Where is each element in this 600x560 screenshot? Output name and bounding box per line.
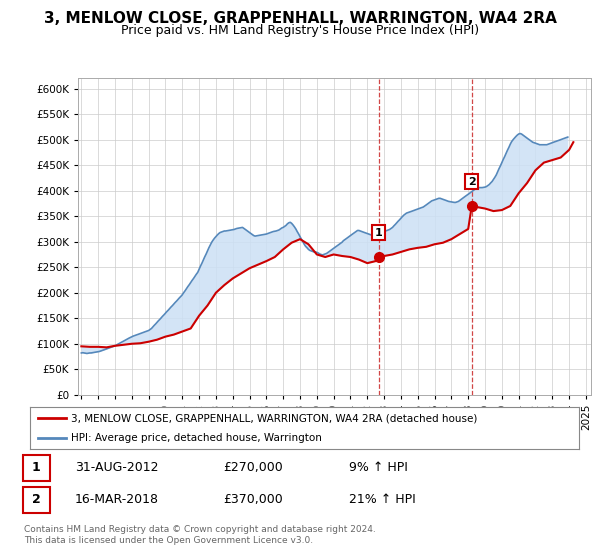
Text: 1: 1 bbox=[374, 227, 382, 237]
Text: 3, MENLOW CLOSE, GRAPPENHALL, WARRINGTON, WA4 2RA: 3, MENLOW CLOSE, GRAPPENHALL, WARRINGTON… bbox=[44, 11, 556, 26]
Text: HPI: Average price, detached house, Warrington: HPI: Average price, detached house, Warr… bbox=[71, 433, 322, 443]
Text: Price paid vs. HM Land Registry's House Price Index (HPI): Price paid vs. HM Land Registry's House … bbox=[121, 24, 479, 36]
Text: 31-AUG-2012: 31-AUG-2012 bbox=[75, 461, 158, 474]
Text: £270,000: £270,000 bbox=[223, 461, 283, 474]
Text: 2: 2 bbox=[32, 493, 41, 506]
Text: 21% ↑ HPI: 21% ↑ HPI bbox=[349, 493, 415, 506]
Text: 9% ↑ HPI: 9% ↑ HPI bbox=[349, 461, 407, 474]
Text: 2: 2 bbox=[468, 176, 476, 186]
Text: 16-MAR-2018: 16-MAR-2018 bbox=[75, 493, 159, 506]
FancyBboxPatch shape bbox=[23, 487, 50, 513]
Text: 3, MENLOW CLOSE, GRAPPENHALL, WARRINGTON, WA4 2RA (detached house): 3, MENLOW CLOSE, GRAPPENHALL, WARRINGTON… bbox=[71, 413, 478, 423]
Text: Contains HM Land Registry data © Crown copyright and database right 2024.
This d: Contains HM Land Registry data © Crown c… bbox=[24, 525, 376, 545]
Text: £370,000: £370,000 bbox=[223, 493, 283, 506]
FancyBboxPatch shape bbox=[23, 455, 50, 480]
Text: 1: 1 bbox=[32, 461, 41, 474]
